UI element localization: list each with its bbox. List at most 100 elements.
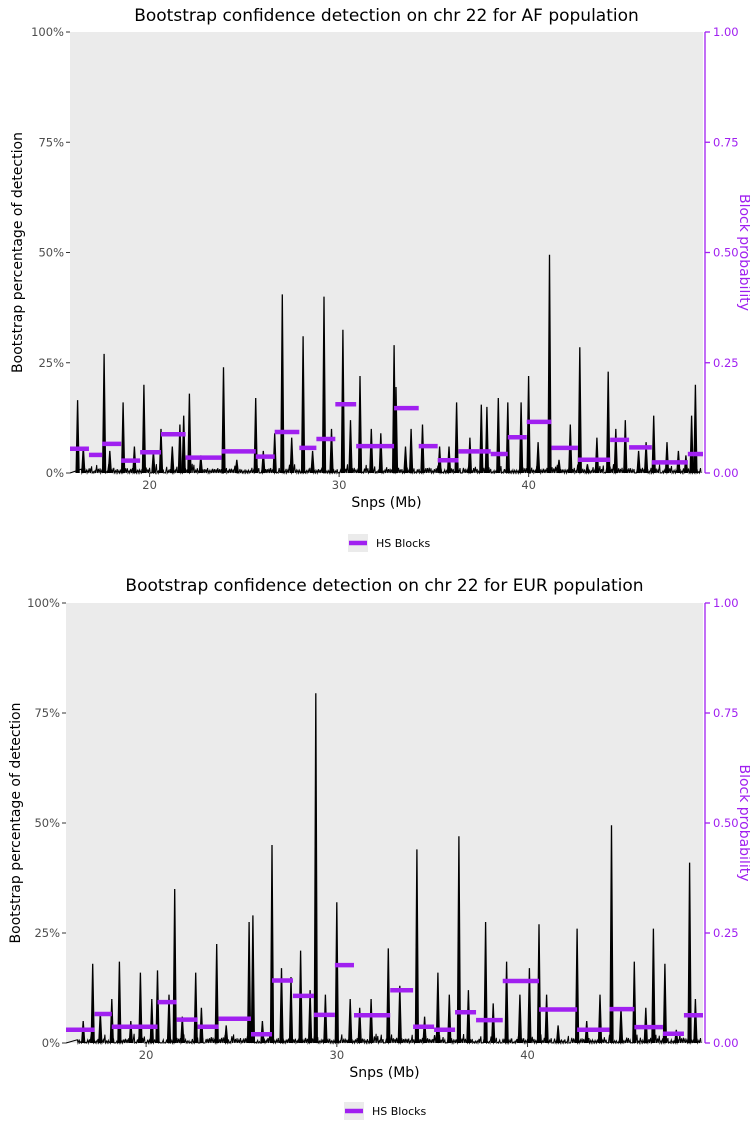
y-tick-label: 100% [27, 596, 60, 610]
chart-af-population: Bootstrap confidence detection on chr 22… [0, 0, 750, 560]
detection-peak-44 [544, 994, 549, 1044]
detection-peak-39 [491, 1003, 496, 1044]
detection-peak-47 [556, 459, 562, 474]
detection-peak-34 [420, 424, 425, 474]
detection-peak-31 [397, 985, 402, 1044]
detection-peak-55 [636, 450, 641, 474]
y-tick-label: 25% [34, 926, 60, 940]
detection-peak-15 [224, 1025, 229, 1044]
detection-peak-62 [693, 384, 698, 474]
detection-peak-56 [687, 862, 692, 1044]
y2-tick-label: 0.00 [713, 1036, 739, 1050]
detection-peak-4 [117, 961, 122, 1044]
y2-axis-label: Block probability [736, 764, 750, 881]
plot-panel [70, 32, 703, 473]
chart-eur-svg: Bootstrap confidence detection on chr 22… [8, 576, 750, 1120]
detection-peak-28 [369, 428, 374, 474]
x-axis-label: Snps (Mb) [351, 495, 421, 511]
detection-peak-51 [632, 961, 637, 1044]
y2-tick-label: 1.00 [713, 25, 739, 39]
detection-peak-14 [221, 367, 226, 474]
detection-peak-1 [90, 963, 95, 1044]
detection-peak-27 [348, 998, 353, 1044]
detection-peak-33 [422, 1016, 427, 1044]
detection-peak-22 [310, 450, 315, 474]
y-tick-label: 50% [38, 246, 64, 260]
detection-peak-17 [250, 915, 256, 1044]
detection-peak-25 [340, 329, 346, 474]
detection-peak-54 [662, 963, 668, 1044]
detection-peak-40 [504, 961, 509, 1044]
detection-peak-14 [214, 943, 219, 1044]
y-tick-label: 0% [46, 466, 64, 480]
detection-peak-42 [527, 968, 532, 1044]
detection-peak-46 [574, 928, 580, 1044]
chart-af-svg: Bootstrap confidence detection on chr 22… [10, 6, 750, 552]
y2-tick-label: 0.25 [713, 356, 739, 370]
detection-peak-16 [246, 921, 252, 1044]
detection-peak-19 [269, 844, 275, 1044]
x-tick-label: 20 [139, 1048, 154, 1062]
y2-tick-label: 0.75 [713, 706, 739, 720]
detection-peak-23 [321, 296, 327, 474]
chart-title: Bootstrap confidence detection on chr 22… [134, 6, 639, 26]
y2-axis-label: Block probability [736, 194, 750, 311]
hs-blocks-group [70, 401, 703, 465]
detection-peak-34 [435, 972, 441, 1044]
detection-peak-57 [693, 998, 698, 1044]
detection-peak-28 [357, 1007, 362, 1044]
detection-peak-54 [623, 420, 628, 474]
legend-label-hs-blocks: HS Blocks [372, 1105, 427, 1118]
detection-peak-32 [403, 446, 408, 474]
detection-peak-52 [606, 371, 611, 474]
detection-peak-21 [300, 336, 306, 474]
detection-peak-55 [674, 1029, 679, 1044]
chart-title: Bootstrap confidence detection on chr 22… [125, 576, 643, 596]
y-axis-label: Bootstrap percentage of detection [10, 132, 26, 373]
detection-peak-20 [279, 968, 284, 1044]
detection-peak-53 [613, 428, 618, 474]
detection-peak-45 [535, 442, 541, 474]
detection-peak-16 [253, 397, 258, 474]
y-tick-label: 25% [38, 356, 64, 370]
detection-peak-26 [348, 420, 353, 474]
detection-peak-11 [180, 1016, 185, 1044]
detection-peak-24 [329, 428, 334, 474]
y-tick-label: 75% [34, 706, 60, 720]
detection-peak-9 [170, 446, 175, 474]
detection-peak-12 [187, 393, 192, 474]
x-tick-label: 40 [520, 1048, 535, 1062]
hs-blocks-group [66, 962, 703, 1037]
detection-peak-15 [234, 459, 239, 474]
detection-peak-45 [555, 1025, 561, 1044]
x-tick-label: 20 [142, 478, 157, 492]
y2-tick-label: 0.50 [713, 246, 739, 260]
y2-tick-label: 0.00 [713, 466, 739, 480]
detection-peak-17 [261, 450, 266, 474]
detection-peak-43 [536, 924, 542, 1044]
detection-peak-56 [643, 442, 649, 474]
y-tick-label: 50% [34, 816, 60, 830]
detection-peak-26 [334, 902, 339, 1044]
x-tick-label: 30 [332, 478, 347, 492]
detection-peak-37 [466, 990, 471, 1044]
y-tick-label: 100% [31, 25, 64, 39]
detection-peak-21 [288, 976, 294, 1044]
detection-peak-57 [651, 415, 656, 474]
detection-peak-32 [414, 849, 420, 1044]
x-tick-label: 30 [330, 1048, 345, 1062]
detection-peak-36 [456, 836, 462, 1044]
detection-peak-29 [368, 998, 374, 1044]
detection-peak-10 [172, 888, 177, 1044]
detection-peak-44 [526, 375, 531, 474]
detection-peak-19 [280, 294, 285, 474]
detection-peak-33 [408, 428, 414, 474]
detection-peak-3 [107, 450, 112, 474]
detection-peak-23 [307, 990, 313, 1044]
y2-tick-label: 0.50 [713, 816, 739, 830]
detection-peak-4 [120, 402, 126, 474]
detection-peak-38 [467, 437, 473, 474]
detection-peak-37 [454, 402, 459, 474]
x-axis-label: Snps (Mb) [349, 1065, 419, 1081]
detection-peak-24 [313, 693, 318, 1044]
